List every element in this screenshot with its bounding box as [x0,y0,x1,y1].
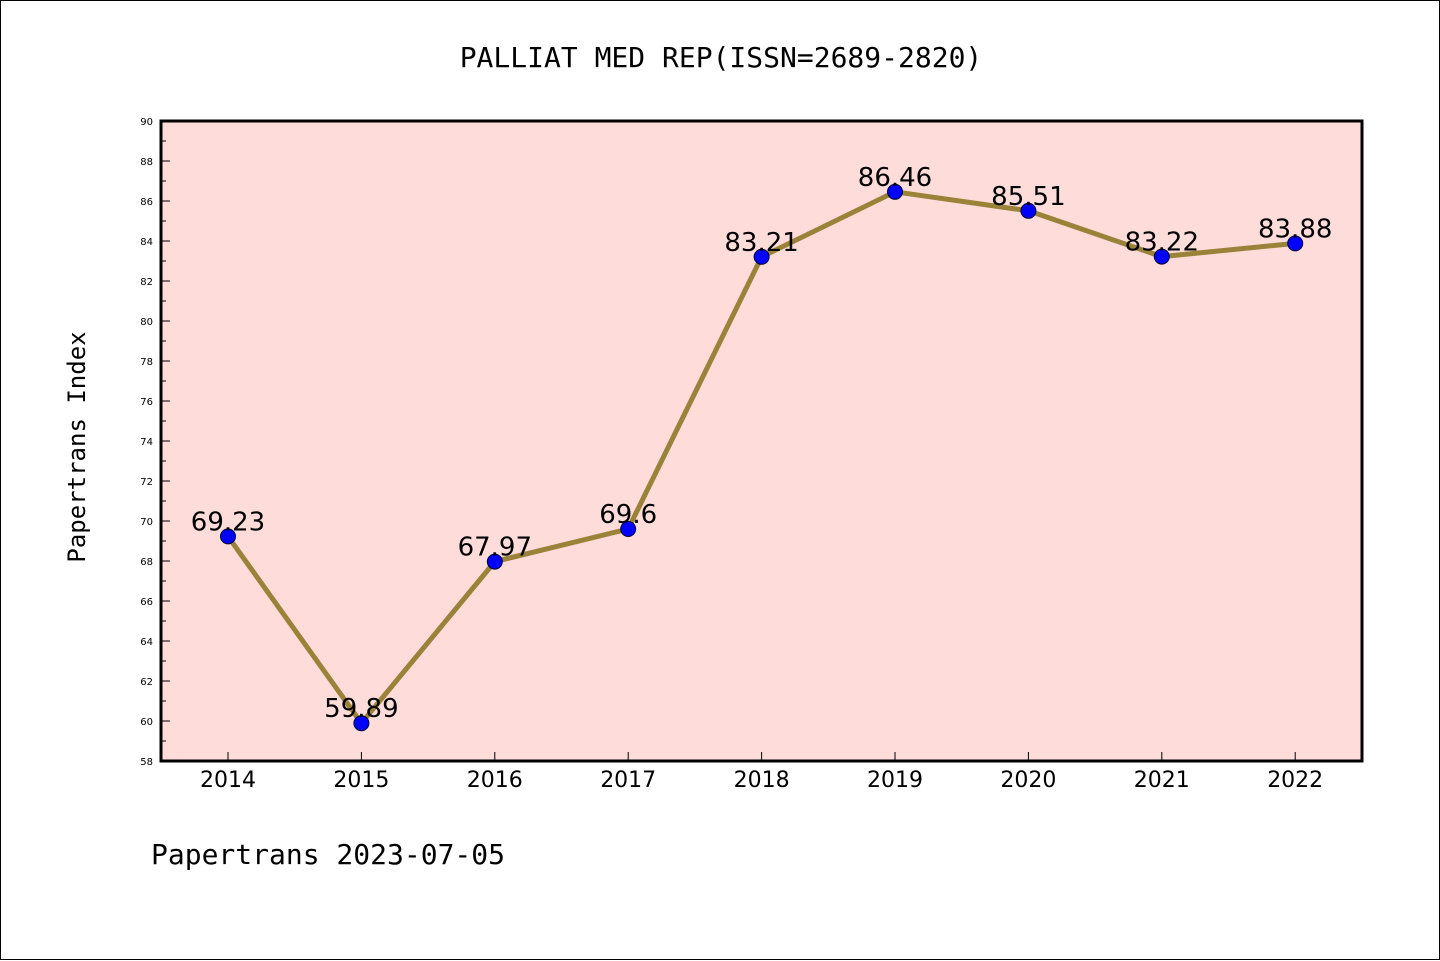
y-tick-label: 82 [140,277,153,288]
data-point-2021 [1153,248,1170,265]
data-point-2018 [753,248,770,265]
y-tick-label: 90 [140,117,153,128]
y-tick-label: 72 [140,477,153,488]
data-label-2022: 83.88 [1258,214,1332,244]
footer-text: Papertrans 2023-07-05 [151,838,505,871]
data-point-2016 [486,553,503,570]
data-point-2020 [1020,202,1037,219]
y-tick-label: 88 [140,157,153,168]
data-label-2017: 69.6 [599,500,657,530]
x-tick-label: 2017 [600,768,656,793]
data-point-2015 [353,715,370,732]
x-tick-label: 2014 [200,768,256,793]
x-tick-label: 2022 [1267,768,1323,793]
data-labels: 69.23 59.89 67.97 69.6 83.21 86.46 85.51 83.22 8… [191,163,1333,724]
y-tick-label: 76 [140,397,153,408]
data-point-2019 [887,183,903,200]
x-tick-label: 2018 [734,768,790,793]
x-tick-label: 2019 [867,768,923,793]
data-label-2014: 69.23 [191,507,265,537]
y-tick-label: 60 [140,717,153,728]
y-tick-label: 58 [140,757,153,768]
data-label-2015: 59.89 [324,694,398,724]
data-label-2019: 86.46 [858,163,932,193]
y-tick-label: 62 [140,677,153,688]
data-point-2017 [620,521,637,537]
x-tick-label: 2021 [1134,768,1190,793]
y-tick-label: 70 [140,517,153,528]
x-axis: 2014 2015 2016 2017 2018 2019 2020 2021 2022 [200,752,1323,793]
y-axis: 58 60 62 64 66 68 70 72 74 76 78 80 82 84 86 88 90 [140,117,170,768]
y-tick-label: 74 [140,437,153,448]
y-axis-label: Papertrans Index [63,331,91,562]
series-markers [220,183,1304,732]
chart-title: PALLIAT MED REP(ISSN=2689-2820) [460,41,983,74]
y-tick-label: 84 [140,237,153,248]
plot-area [159,119,1364,763]
x-tick-label: 2016 [467,768,523,793]
x-tick-label: 2020 [1000,768,1056,793]
y-tick-label: 66 [140,597,153,608]
data-label-2018: 83.21 [724,228,798,258]
data-point-2014 [220,528,236,545]
y-tick-label: 68 [140,557,153,568]
x-tick-label: 2015 [333,768,389,793]
y-tick-label: 64 [140,637,153,648]
y-tick-label: 80 [140,317,153,328]
data-label-2020: 85.51 [991,182,1065,212]
data-point-2022 [1287,235,1304,252]
y-tick-label: 78 [140,357,153,368]
y-tick-label: 86 [140,197,153,208]
data-label-2021: 83.22 [1125,228,1199,258]
data-label-2016: 67.97 [458,533,532,563]
